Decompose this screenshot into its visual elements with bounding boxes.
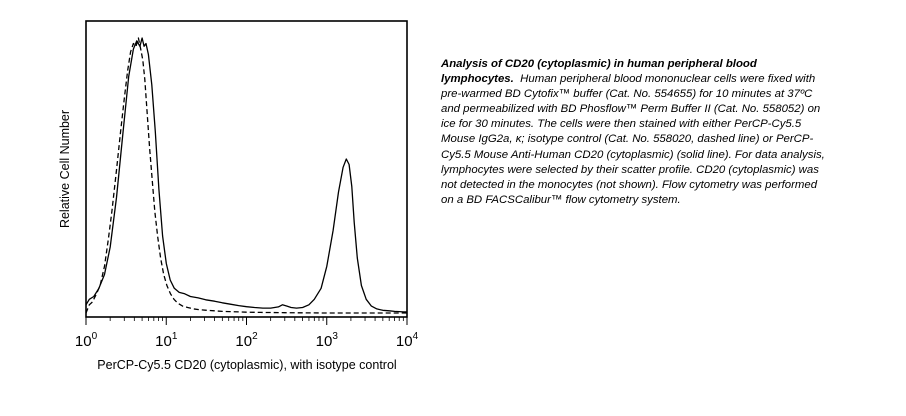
x-tick-label: 100 bbox=[75, 331, 98, 350]
x-tick-label: 101 bbox=[155, 331, 178, 350]
x-tick-label: 104 bbox=[396, 331, 419, 350]
cd20-stain-line bbox=[85, 37, 407, 313]
x-ticks: 100 101 102 103 104 bbox=[75, 317, 419, 350]
x-axis-label: PerCP-Cy5.5 CD20 (cytoplasmic), with iso… bbox=[97, 358, 396, 372]
caption-body: Human peripheral blood mononuclear cells… bbox=[441, 73, 825, 206]
figure-caption: Analysis of CD20 (cytoplasmic) in human … bbox=[441, 57, 831, 208]
x-tick-label: 102 bbox=[235, 331, 258, 350]
x-tick-label: 103 bbox=[316, 331, 339, 350]
y-axis-label: Relative Cell Number bbox=[58, 110, 72, 228]
isotype-control-line bbox=[85, 37, 407, 314]
caption-title: Analysis of CD20 (cytoplasmic) in human … bbox=[441, 58, 757, 86]
series-layer bbox=[85, 37, 407, 314]
